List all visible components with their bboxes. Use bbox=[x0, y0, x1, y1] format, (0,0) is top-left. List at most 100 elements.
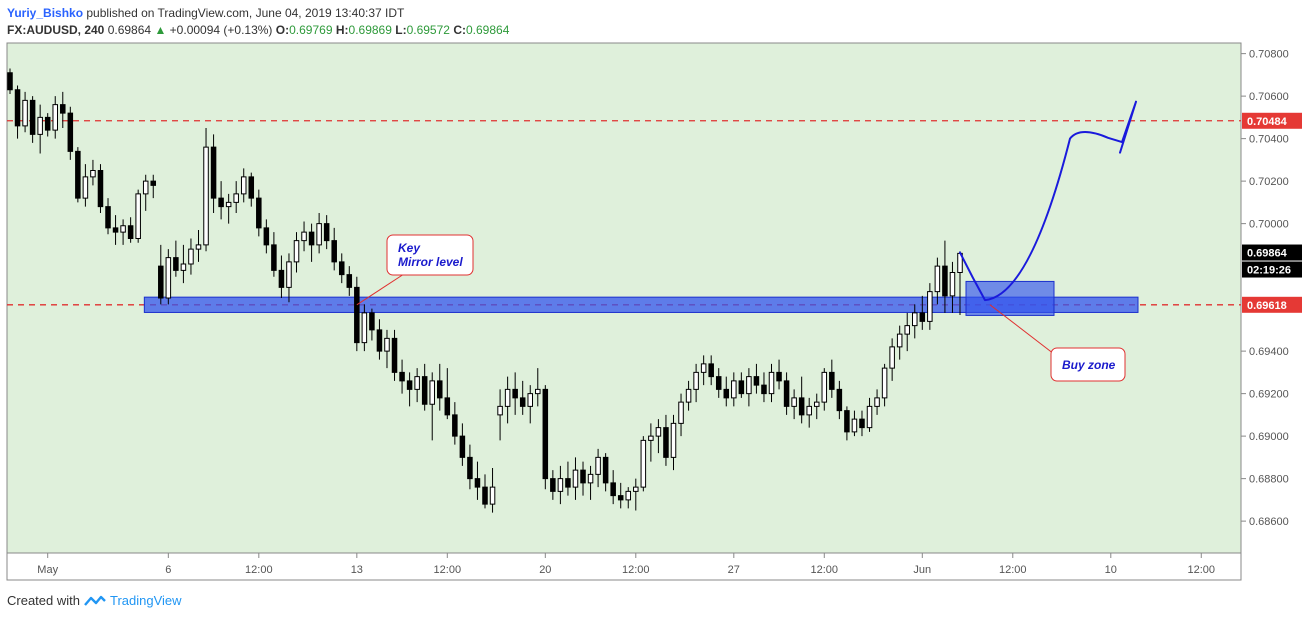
candle-up bbox=[806, 405, 812, 416]
candle-up bbox=[504, 388, 511, 407]
candle-down bbox=[723, 388, 730, 399]
y-tick-label: 0.68600 bbox=[1249, 516, 1289, 528]
x-tick-label: 12:00 bbox=[622, 564, 650, 576]
candle-down bbox=[444, 397, 451, 416]
candle-up bbox=[670, 422, 677, 458]
candle-up bbox=[746, 376, 752, 395]
candle-down bbox=[150, 180, 157, 186]
candle-down bbox=[263, 227, 270, 246]
x-tick-label: 12:00 bbox=[1188, 564, 1216, 576]
candle-down bbox=[565, 478, 571, 488]
projection-arrow-drawing bbox=[959, 100, 1137, 302]
candle-up bbox=[587, 473, 594, 484]
author-link[interactable]: Yuriy_Bishko bbox=[7, 6, 84, 20]
candle-up bbox=[316, 223, 322, 246]
candle-down bbox=[7, 72, 13, 91]
candle-up bbox=[497, 405, 503, 416]
support-price-label-bg bbox=[1242, 296, 1302, 313]
symbol-label: FX:AUDUSD, 240 bbox=[7, 23, 105, 37]
key-mirror-level-callout bbox=[386, 234, 474, 276]
x-tick-label: 20 bbox=[539, 564, 551, 576]
buy-zone-box bbox=[965, 280, 1055, 316]
candle-down bbox=[271, 244, 277, 271]
callout-text: Key bbox=[398, 241, 421, 255]
x-tick-label: 10 bbox=[1105, 564, 1117, 576]
candle-down bbox=[391, 337, 398, 373]
x-tick-label: May bbox=[37, 564, 58, 576]
candle-down bbox=[97, 170, 104, 208]
candle-down bbox=[354, 286, 360, 344]
candle-up bbox=[429, 380, 435, 405]
candle-down bbox=[399, 371, 405, 382]
candle-up bbox=[203, 146, 209, 246]
ohlc-legend: FX:AUDUSD, 240 0.69864 ▲ +0.00094 (+0.13… bbox=[7, 23, 509, 37]
candle-down bbox=[844, 410, 850, 433]
last-price-label: 0.69864 bbox=[1247, 248, 1288, 260]
candle-down bbox=[437, 380, 443, 399]
candle-up bbox=[851, 418, 858, 433]
y-tick-label: 0.70800 bbox=[1249, 49, 1289, 61]
candle-down bbox=[248, 176, 255, 199]
x-tick-label: Jun bbox=[913, 564, 931, 576]
candle-down bbox=[829, 371, 835, 390]
candle-down bbox=[610, 482, 616, 497]
candle-up bbox=[180, 263, 187, 271]
countdown-label: 02:19:26 bbox=[1247, 265, 1291, 277]
candle-down bbox=[519, 397, 526, 407]
x-tick-label: 12:00 bbox=[434, 564, 462, 576]
candle-down bbox=[421, 376, 428, 405]
candle-down bbox=[406, 380, 413, 390]
candle-up bbox=[927, 291, 933, 322]
candle-down bbox=[761, 384, 767, 395]
candle-up bbox=[700, 363, 707, 373]
candle-up bbox=[527, 393, 534, 407]
candle-up bbox=[648, 435, 654, 441]
candle-up bbox=[896, 333, 903, 348]
candle-up bbox=[874, 397, 880, 407]
candle-up bbox=[821, 371, 828, 403]
high-label: H: bbox=[335, 23, 349, 37]
candle-up bbox=[678, 401, 684, 424]
candle-up bbox=[286, 261, 292, 288]
low-value: 0.69572 bbox=[406, 23, 450, 37]
candle-down bbox=[60, 104, 66, 114]
candle-down bbox=[14, 89, 21, 127]
candle-up bbox=[904, 325, 910, 335]
y-tick-label: 0.68800 bbox=[1249, 474, 1289, 486]
candle-up bbox=[791, 397, 797, 407]
candle-down bbox=[467, 456, 473, 480]
footer: Created with TradingView bbox=[7, 593, 182, 608]
candle-down bbox=[452, 414, 458, 437]
candle-down bbox=[376, 329, 383, 352]
candle-up bbox=[301, 231, 307, 242]
candle-down bbox=[550, 478, 556, 492]
x-tick-label: 12:00 bbox=[811, 564, 839, 576]
candle-up bbox=[414, 376, 420, 390]
x-tick-label: 13 bbox=[351, 564, 363, 576]
x-tick-label: 27 bbox=[728, 564, 740, 576]
candle-up bbox=[731, 380, 737, 399]
candle-down bbox=[256, 197, 262, 229]
candle-down bbox=[346, 274, 353, 288]
candle-up bbox=[120, 225, 126, 233]
mirror-level-zone bbox=[143, 296, 1139, 313]
publish-info: Yuriy_Bishko published on TradingView.co… bbox=[7, 6, 404, 20]
tradingview-link[interactable]: TradingView bbox=[109, 593, 182, 608]
candle-up bbox=[595, 456, 601, 475]
candle-up bbox=[37, 116, 43, 135]
candle-down bbox=[29, 99, 36, 135]
high-value: 0.69869 bbox=[348, 23, 392, 37]
candle-up bbox=[912, 312, 918, 327]
candle-up bbox=[384, 337, 390, 352]
candle-up bbox=[82, 176, 89, 199]
candle-up bbox=[640, 439, 647, 488]
candle-up bbox=[225, 201, 232, 208]
candle-up bbox=[195, 244, 202, 250]
candle-down bbox=[663, 427, 669, 458]
candle-up bbox=[52, 104, 58, 131]
candle-down bbox=[474, 478, 481, 488]
last-price: 0.69864 bbox=[107, 23, 152, 37]
candle-up bbox=[557, 478, 564, 492]
